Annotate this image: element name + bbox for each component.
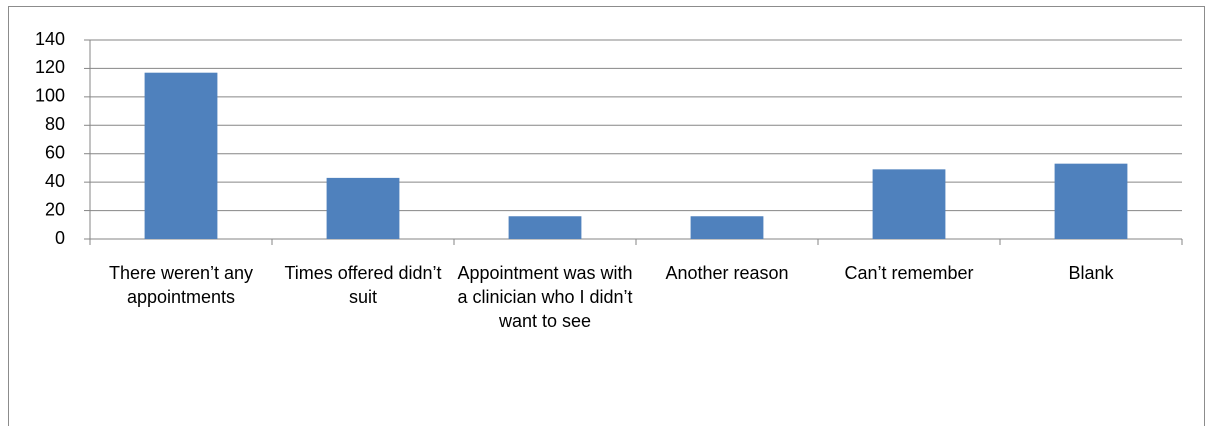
y-tick-label: 80 <box>45 114 65 134</box>
y-tick-label: 120 <box>35 57 65 77</box>
x-tick-label-box: Can’t remember <box>844 263 974 283</box>
bar <box>690 216 764 239</box>
x-tick-label-box: Blank <box>1068 263 1114 283</box>
x-tick-label: There weren’t any appointments <box>108 263 254 307</box>
x-tick-label: Appointment was with a clinician who I d… <box>457 263 633 331</box>
y-tick-label: 40 <box>45 171 65 191</box>
x-tick-label: Blank <box>1068 263 1114 283</box>
x-tick-label-box: Another reason <box>665 263 789 283</box>
y-tick-label: 60 <box>45 142 65 162</box>
y-tick-label: 100 <box>35 86 65 106</box>
bar <box>872 169 946 239</box>
y-tick-label: 20 <box>45 199 65 219</box>
bar <box>144 72 218 239</box>
x-tick-label: Times offered didn’t suit <box>284 263 442 307</box>
x-tick-label-box: Times offered didn’t suit <box>284 263 442 307</box>
bar <box>1054 163 1128 239</box>
x-tick-label-box: There weren’t any appointments <box>108 263 254 307</box>
x-tick-label: Can’t remember <box>844 263 974 283</box>
y-tick-label: 140 <box>35 29 65 49</box>
x-tick-label: Another reason <box>665 263 789 283</box>
bar <box>326 177 400 239</box>
y-tick-label: 0 <box>55 228 65 248</box>
bar <box>508 216 582 239</box>
x-tick-label-box: Appointment was with a clinician who I d… <box>457 263 633 331</box>
